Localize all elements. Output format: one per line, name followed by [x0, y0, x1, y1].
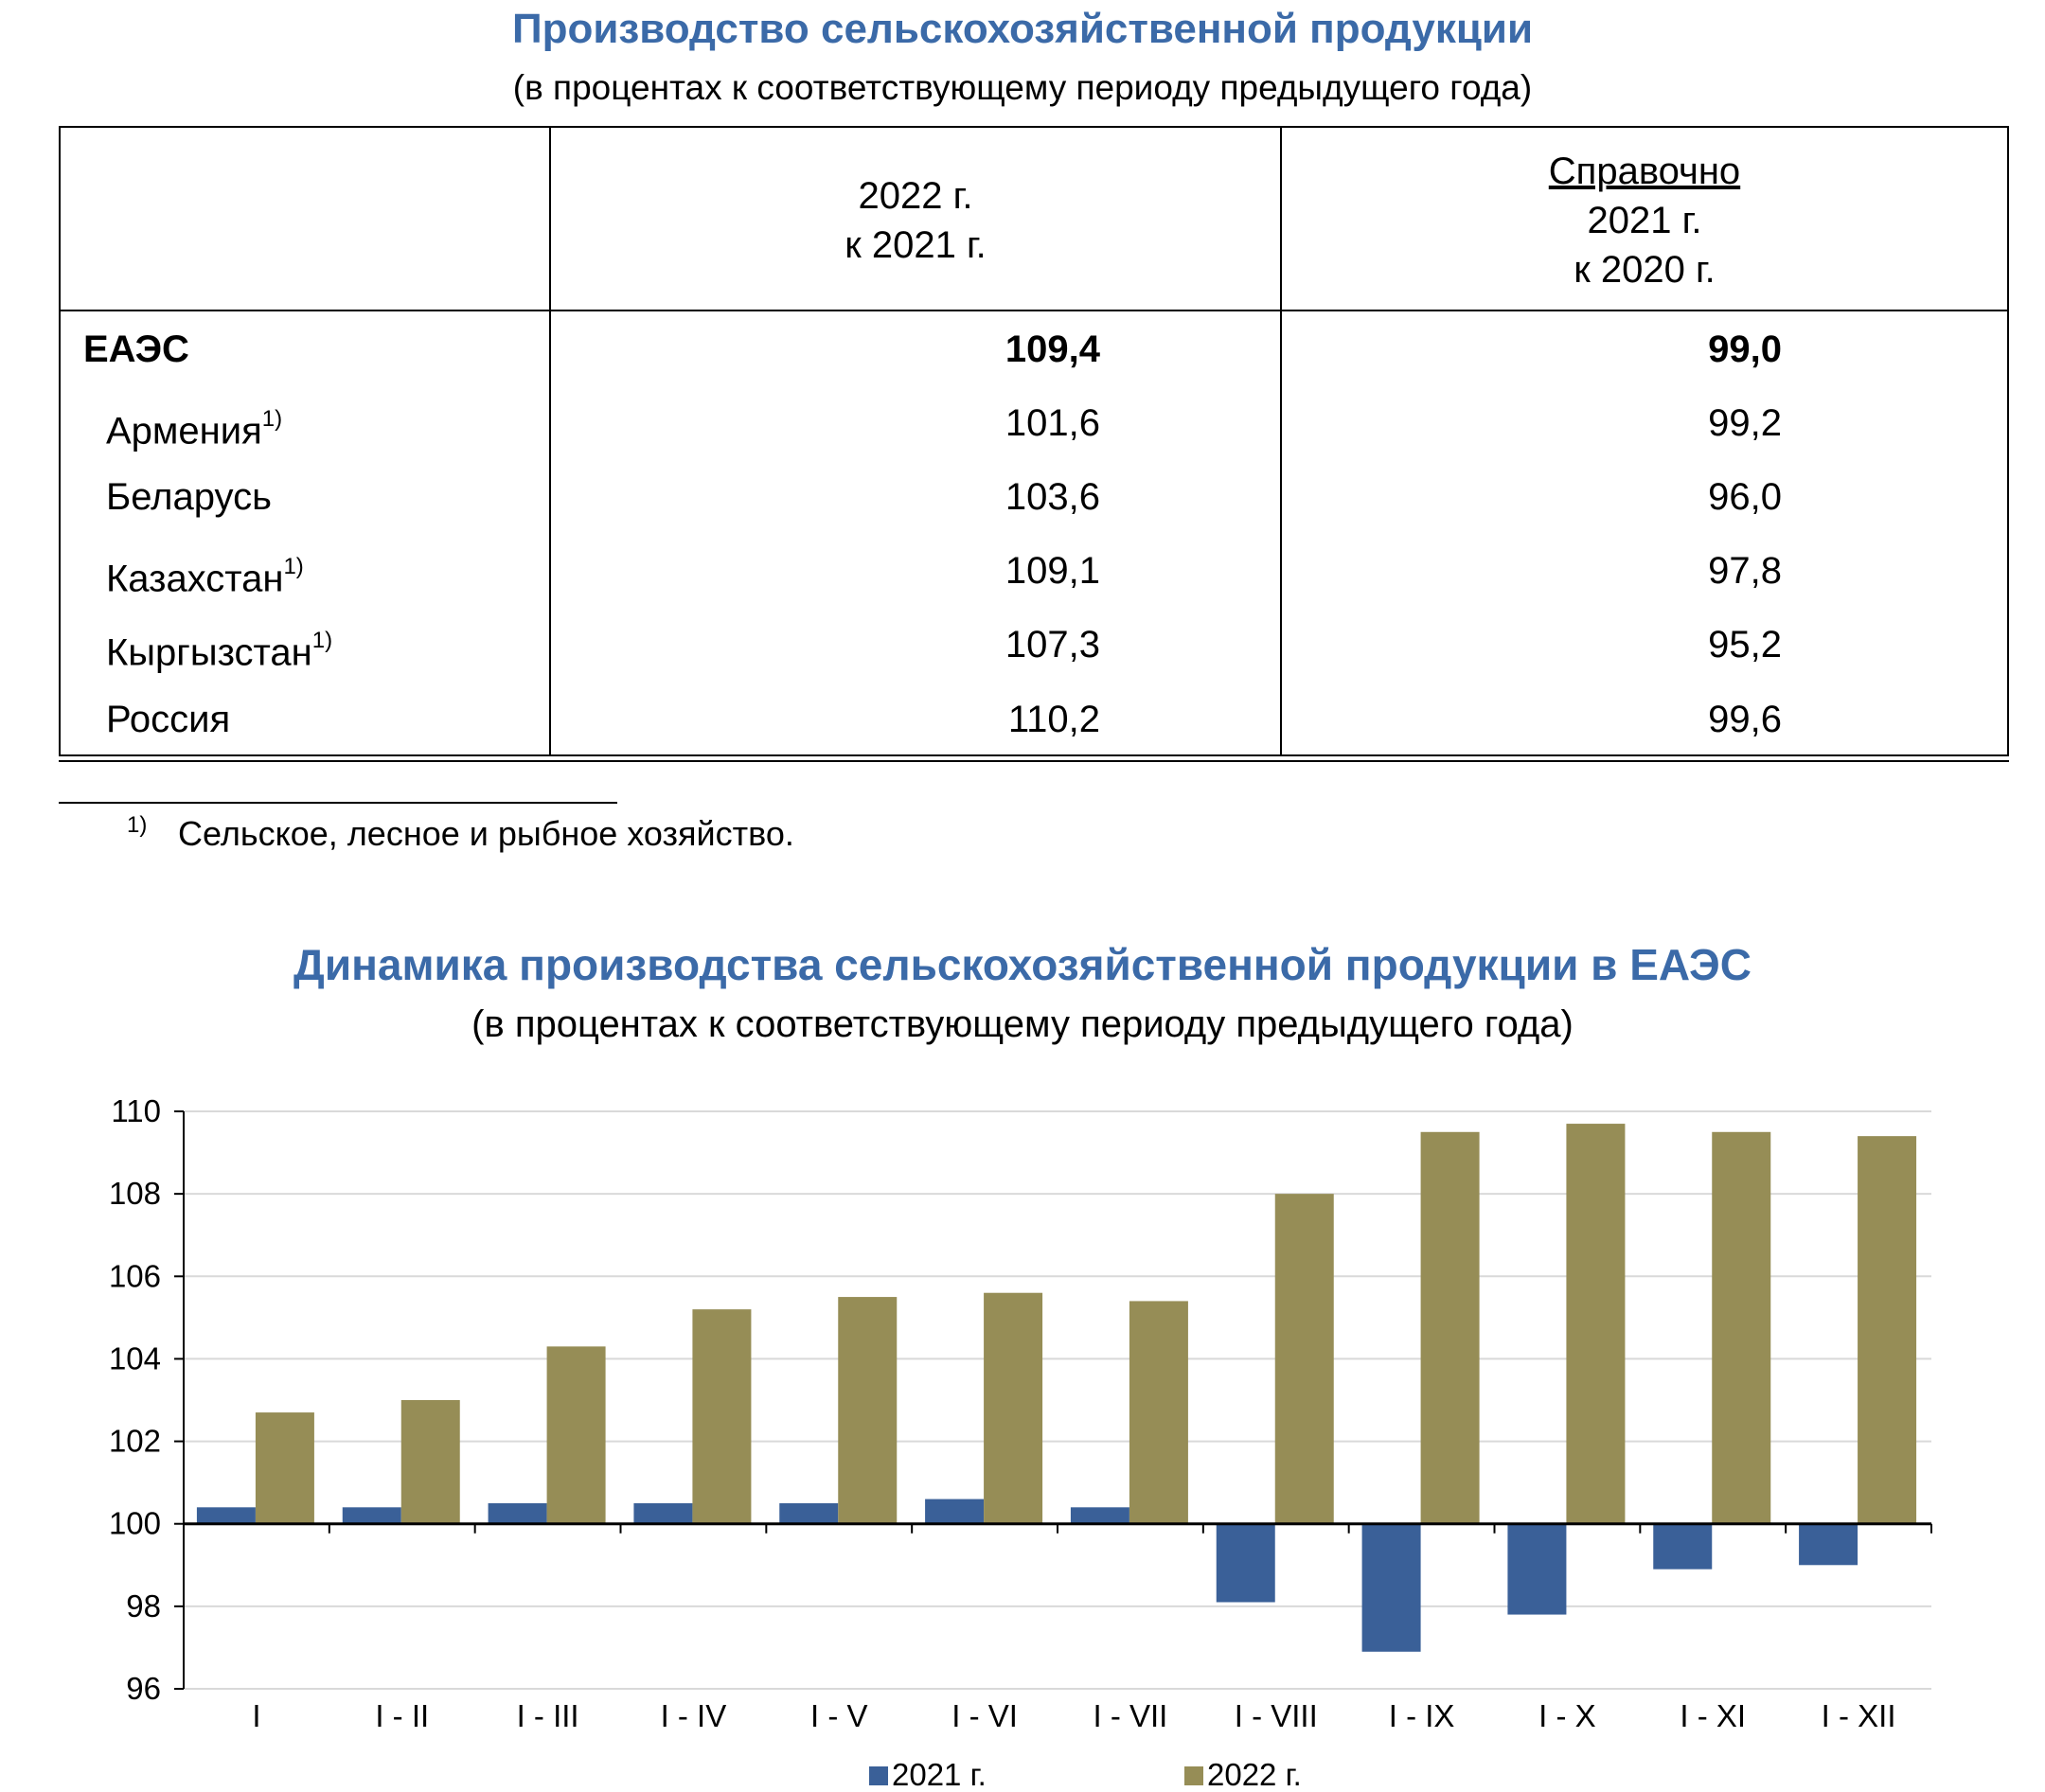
- row-value-2022: 110,2: [1007, 699, 1100, 740]
- row-name-text: ЕАЭС: [83, 328, 189, 370]
- col-header-2021: Справочно 2021 г. к 2020 г.: [1282, 147, 2007, 294]
- x-tick-label: I: [252, 1698, 260, 1733]
- bar-2022: [838, 1297, 898, 1524]
- row-name: Казахстан1): [106, 546, 304, 603]
- legend-swatch-2022: [1184, 1766, 1203, 1785]
- row-name-text: Армения: [106, 410, 262, 452]
- legend-swatch-2021: [869, 1766, 888, 1785]
- x-tick-label: I - IX: [1389, 1698, 1455, 1733]
- legend-label-2021: 2021 г.: [892, 1757, 987, 1792]
- x-tick-label: I - II: [375, 1698, 429, 1733]
- y-tick-label: 102: [109, 1424, 161, 1459]
- table-header-divider: [59, 310, 2009, 311]
- x-tick-label: I - VII: [1093, 1698, 1167, 1733]
- bar-2021: [633, 1502, 693, 1524]
- x-tick-label: I - VI: [951, 1698, 1018, 1733]
- bar-2022: [1129, 1301, 1188, 1524]
- legend-label-2022: 2022 г.: [1207, 1757, 1302, 1792]
- bar-2021: [1653, 1523, 1713, 1570]
- x-tick-label: I - III: [517, 1698, 579, 1733]
- bar-2022: [984, 1292, 1043, 1524]
- bar-2022: [692, 1309, 752, 1524]
- x-tick-label: I - XII: [1822, 1698, 1896, 1733]
- bar-2022: [1566, 1124, 1626, 1524]
- row-value-2022: 109,1: [1005, 550, 1100, 592]
- bar-2022: [400, 1400, 460, 1524]
- row-name: Россия: [106, 695, 230, 744]
- y-tick-label: 104: [109, 1340, 161, 1375]
- bar-2022: [255, 1412, 314, 1524]
- footnote-divider: [59, 802, 617, 804]
- table-border: [59, 126, 2009, 756]
- table-subtitle: (в процентах к соответствующему периоду …: [512, 68, 1533, 107]
- col-header-2021-line1: 2021 г.: [1587, 200, 1702, 241]
- row-footnote-ref: 1): [283, 554, 304, 579]
- row-footnote-ref: 1): [261, 406, 283, 432]
- col-header-2022-line1: 2022 г.: [858, 175, 973, 217]
- x-tick-label: I - XI: [1680, 1698, 1746, 1733]
- row-name-text: Казахстан: [106, 558, 284, 600]
- row-value-2021: 99,6: [1708, 699, 1782, 740]
- bar-2021: [1070, 1507, 1129, 1524]
- bar-2021: [779, 1502, 839, 1524]
- chart-title: Динамика производства сельскохозяйственн…: [293, 940, 1752, 989]
- row-value-2022: 101,6: [1005, 402, 1100, 444]
- y-tick-label: 106: [109, 1258, 161, 1293]
- row-value-2022: 109,4: [1005, 328, 1100, 370]
- row-value-2022: 103,6: [1005, 476, 1100, 518]
- x-tick-label: I - V: [810, 1698, 868, 1733]
- row-name: Беларусь: [106, 472, 272, 522]
- col-header-2021-line2: к 2020 г.: [1574, 249, 1716, 291]
- table-divider-2: [1280, 126, 1282, 756]
- bar-2022: [546, 1346, 606, 1524]
- bar-2021: [1507, 1523, 1567, 1615]
- row-value-2021: 97,8: [1708, 550, 1782, 592]
- row-name: ЕАЭС: [83, 325, 189, 374]
- x-tick-label: I - X: [1538, 1698, 1596, 1733]
- y-tick-label: 98: [126, 1588, 161, 1623]
- row-name-text: Кыргызстан: [106, 631, 312, 674]
- bar-2022: [1420, 1131, 1480, 1524]
- y-tick-label: 110: [111, 1093, 161, 1128]
- bar-2021: [1361, 1523, 1421, 1652]
- bar-2022: [1858, 1136, 1917, 1524]
- table-divider-1: [549, 126, 551, 756]
- table-double-bottom-line: [59, 760, 2009, 762]
- x-tick-label: I - IV: [661, 1698, 727, 1733]
- col-header-2022-line2: к 2021 г.: [845, 224, 987, 266]
- y-tick-label: 108: [109, 1176, 161, 1211]
- chart-subtitle: (в процентах к соответствующему периоду …: [471, 1003, 1574, 1045]
- bar-2022: [1274, 1194, 1334, 1524]
- row-value-2021: 99,0: [1708, 328, 1782, 370]
- x-tick-label: I - VIII: [1235, 1698, 1318, 1733]
- bar-2021: [1216, 1523, 1275, 1603]
- bar-2021: [196, 1507, 256, 1524]
- bar-2022: [1712, 1131, 1771, 1524]
- bar-2021: [342, 1507, 401, 1524]
- footnote-text: Сельское, лесное и рыбное хозяйство.: [178, 814, 794, 853]
- row-footnote-ref: 1): [311, 628, 333, 653]
- row-value-2021: 96,0: [1708, 476, 1782, 518]
- table-title: Производство сельскохозяйственной продук…: [511, 6, 1534, 52]
- bar-2021: [488, 1502, 547, 1524]
- col-header-2022: 2022 г. к 2021 г.: [551, 171, 1280, 270]
- row-value-2022: 107,3: [1005, 624, 1100, 665]
- col-header-reference: Справочно: [1548, 151, 1741, 192]
- y-tick-label: 96: [126, 1671, 161, 1706]
- row-name: Армения1): [106, 399, 282, 455]
- bar-2021: [925, 1499, 985, 1524]
- row-name: Кыргызстан1): [106, 620, 332, 677]
- production-table: 2022 г. к 2021 г. Справочно 2021 г. к 20…: [59, 126, 2009, 762]
- row-value-2021: 99,2: [1708, 402, 1782, 444]
- y-tick-label: 100: [109, 1506, 161, 1541]
- row-value-2021: 95,2: [1708, 624, 1782, 665]
- bar-2021: [1799, 1523, 1858, 1566]
- row-name-text: Беларусь: [106, 476, 272, 518]
- footnote-mark: 1): [127, 812, 148, 838]
- row-name-text: Россия: [106, 699, 231, 740]
